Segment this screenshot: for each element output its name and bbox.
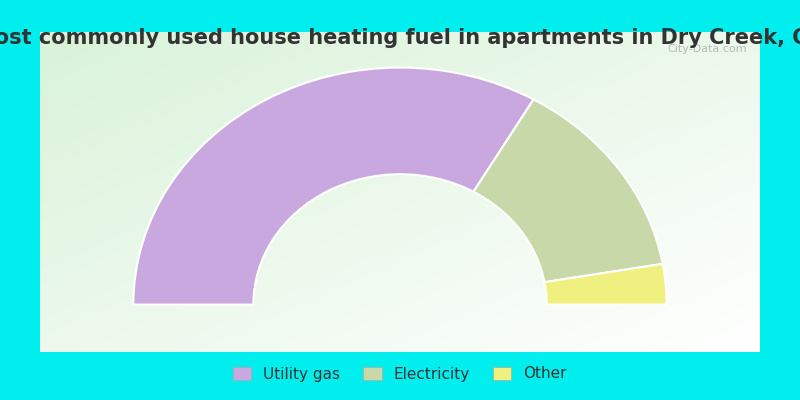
Legend: Utility gas, Electricity, Other: Utility gas, Electricity, Other <box>226 360 574 388</box>
Text: Most commonly used house heating fuel in apartments in Dry Creek, OK: Most commonly used house heating fuel in… <box>0 28 800 48</box>
Wedge shape <box>134 68 534 304</box>
Text: City-Data.com: City-Data.com <box>667 44 746 54</box>
Wedge shape <box>474 100 662 282</box>
Wedge shape <box>545 264 666 304</box>
